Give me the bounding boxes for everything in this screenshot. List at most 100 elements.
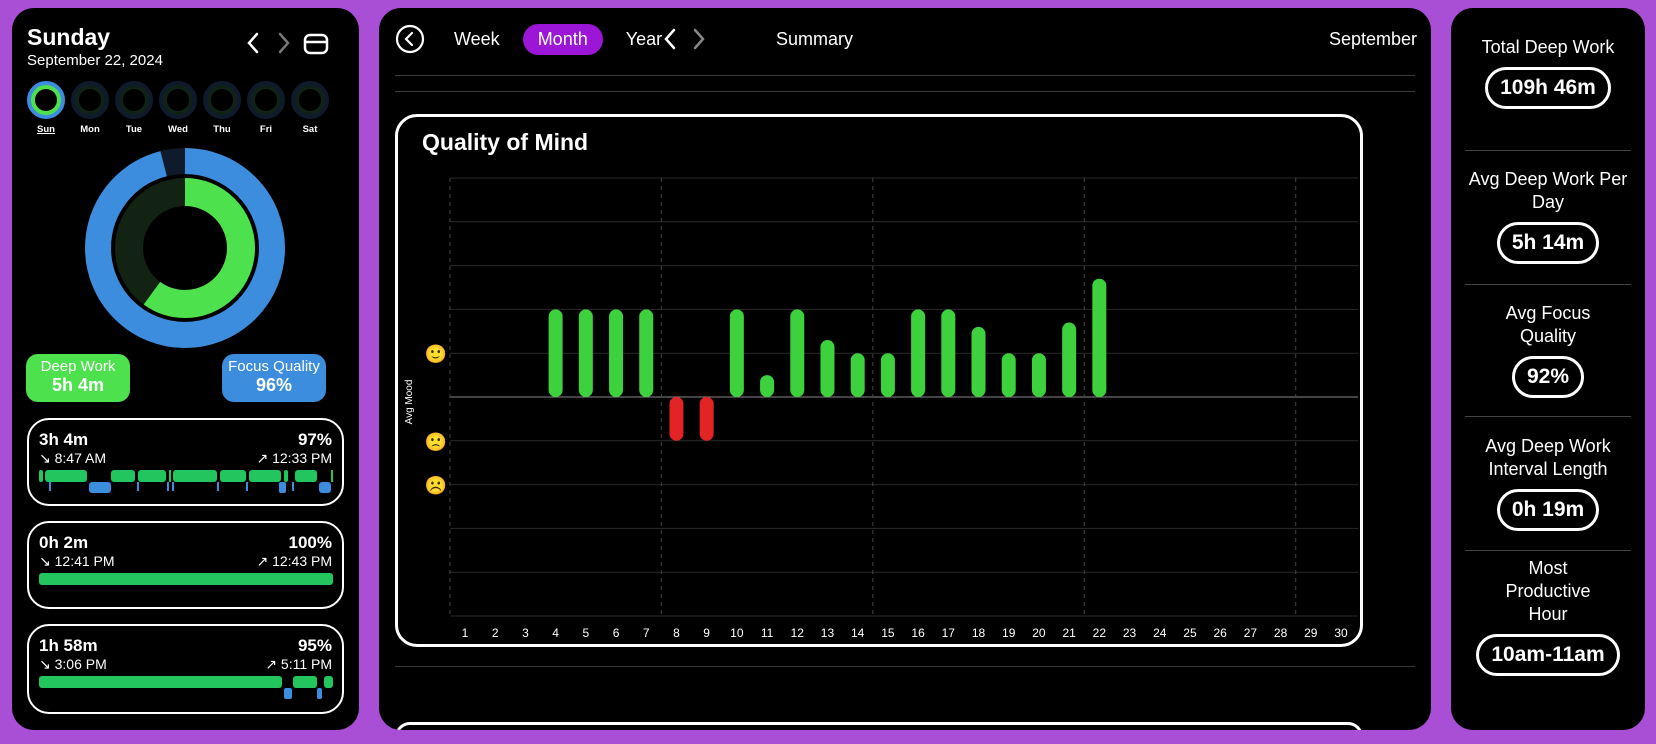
mood-bar-day-19[interactable] — [1001, 353, 1016, 397]
chevron-right-icon[interactable] — [688, 26, 710, 52]
weekday-mon[interactable]: Mon — [70, 81, 110, 135]
session-duration: 3h 4m — [39, 430, 89, 449]
stat-avg-deep-work: Avg Deep Work Per Day 5h 14m — [1451, 168, 1645, 264]
tab-week[interactable]: Week — [454, 28, 500, 49]
stat-value: 10am-11am — [1476, 634, 1620, 676]
x-tick-label: 5 — [582, 626, 589, 640]
mood-emoji-icon: 😐 — [427, 388, 446, 408]
mood-bar-day-16[interactable] — [911, 309, 926, 397]
divider — [1465, 150, 1631, 151]
mood-bar-day-6[interactable] — [609, 309, 624, 397]
tab-year[interactable]: Year — [625, 28, 663, 49]
chevron-left-icon[interactable] — [240, 30, 266, 56]
mood-bar-day-4[interactable] — [548, 309, 563, 397]
x-tick-label: 29 — [1304, 626, 1318, 640]
weekday-tue[interactable]: Tue — [114, 81, 154, 135]
mood-bar-day-8[interactable] — [669, 397, 684, 441]
x-tick-label: 2 — [492, 626, 499, 640]
mood-bar-day-9[interactable] — [699, 397, 714, 441]
mood-emoji-icon: ☹️ — [425, 476, 447, 496]
x-tick-label: 21 — [1062, 626, 1076, 640]
chart-title: Quality of Mind — [422, 129, 589, 155]
x-tick-label: 19 — [1002, 626, 1016, 640]
mood-emoji-icon: 😁 — [427, 213, 446, 233]
x-tick-label: 26 — [1213, 626, 1227, 640]
day-panel: Sunday September 22, 2024 Sun Mon Tue Wed Th… — [12, 8, 359, 730]
stat-value: 5h 14m — [1496, 222, 1600, 264]
daily-donut-chart — [85, 148, 285, 348]
divider — [395, 75, 1415, 76]
mood-bar-day-10[interactable] — [729, 309, 744, 397]
weekday-sat[interactable]: Sat — [290, 81, 330, 135]
weekday-sun[interactable]: Sun — [26, 81, 66, 135]
day-progress-ring — [291, 81, 329, 119]
mood-bar-day-13[interactable] — [820, 340, 835, 397]
mood-bar-day-18[interactable] — [971, 326, 986, 397]
weekday-thu[interactable]: Thu — [202, 81, 242, 135]
session-start: ↘ 8:47 AM — [39, 450, 106, 466]
mood-bar-day-7[interactable] — [639, 309, 654, 397]
stat-label: Avg Deep Work Per Day — [1468, 169, 1628, 212]
session-end: ↗ 12:33 PM — [256, 450, 332, 466]
weekday-fri[interactable]: Fri — [246, 81, 286, 135]
mood-emoji-icon: 😊 — [427, 300, 446, 320]
mood-bar-day-17[interactable] — [941, 309, 956, 397]
x-tick-label: 15 — [881, 626, 895, 640]
chevron-right-icon[interactable] — [271, 30, 297, 56]
session-duration: 0h 2m — [39, 533, 89, 552]
summary-link[interactable]: Summary — [776, 28, 854, 49]
weekday-label: Fri — [259, 124, 273, 135]
divider — [1465, 550, 1631, 551]
focus-quality-value: 96% — [255, 375, 293, 395]
mood-bar-day-14[interactable] — [850, 353, 865, 397]
mood-bar-day-20[interactable] — [1031, 353, 1046, 397]
mood-bar-day-22[interactable] — [1092, 278, 1107, 397]
mood-emoji-icon: 😞 — [427, 519, 446, 539]
mood-bar-day-5[interactable] — [578, 309, 593, 397]
chevron-left-icon[interactable] — [659, 26, 681, 52]
tab-month[interactable]: Month — [522, 23, 603, 55]
quality-of-mind-chart: 😝😁😀😊🙂😐🙁☹️😞😣😖 1 2 3 4 5 6 7 8 9 10 11 12 13 14 15 16 17 18… — [404, 169, 1358, 640]
x-tick-label: 23 — [1123, 626, 1137, 640]
x-tick-label: 9 — [703, 626, 710, 640]
weekday-label: Mon — [80, 124, 100, 135]
back-circle-icon[interactable] — [395, 24, 425, 54]
session-card[interactable]: 1h 58m 95% ↘ 3:06 PM ↗ 5:11 PM — [27, 624, 344, 714]
mood-bar-day-12[interactable] — [790, 309, 805, 397]
calendar-icon[interactable] — [302, 30, 330, 58]
weekday-label: Thu — [213, 124, 231, 135]
main-panel: Week Month Year Summary September Qualit… — [379, 8, 1431, 730]
x-tick-label: 30 — [1334, 626, 1348, 640]
x-tick-label: 17 — [942, 626, 956, 640]
day-progress-ring — [203, 81, 241, 119]
weekday-wed[interactable]: Wed — [158, 81, 198, 135]
mood-bar-day-11[interactable] — [760, 375, 775, 397]
focus-quality-label: Focus Quality — [228, 358, 320, 375]
session-quality: 100% — [288, 533, 332, 552]
x-tick-label: 18 — [972, 626, 986, 640]
x-tick-label: 25 — [1183, 626, 1197, 640]
deep-work-label: Deep Work — [40, 358, 116, 375]
weekday-label: Tue — [125, 124, 143, 135]
deep-work-value: 5h 4m — [51, 375, 105, 395]
x-tick-label: 16 — [911, 626, 925, 640]
weekday-label: Wed — [168, 124, 188, 135]
session-card[interactable]: 3h 4m 97% ↘ 8:47 AM ↗ 12:33 PM — [27, 418, 344, 506]
session-card[interactable]: 0h 2m 100% ↘ 12:41 PM ↗ 12:43 PM — [27, 521, 344, 609]
mood-bar-day-21[interactable] — [1062, 322, 1077, 397]
x-tick-label: 20 — [1032, 626, 1046, 640]
x-tick-label: 11 — [761, 626, 774, 640]
next-chart-card — [395, 722, 1363, 730]
x-tick-label: 22 — [1093, 626, 1107, 640]
x-tick-label: 8 — [673, 626, 680, 640]
divider — [1465, 284, 1631, 285]
quality-of-mind-card: Quality of Mind 😝 😁 😀 😊 🙂 😐 🙁 ☹️ 😞 😣 😖 1 2 3 4 5 6 7 8 9 10… — [395, 114, 1363, 647]
x-tick-label: 27 — [1244, 626, 1258, 640]
x-tick-label: 24 — [1153, 626, 1167, 640]
day-date: September 22, 2024 — [27, 52, 163, 69]
stat-value: 0h 19m — [1496, 489, 1600, 531]
stat-label: Most Productive Hour — [1505, 558, 1591, 624]
mood-emoji-icon: 😀 — [427, 257, 446, 277]
day-progress-ring — [247, 81, 285, 119]
mood-bar-day-15[interactable] — [880, 353, 895, 397]
